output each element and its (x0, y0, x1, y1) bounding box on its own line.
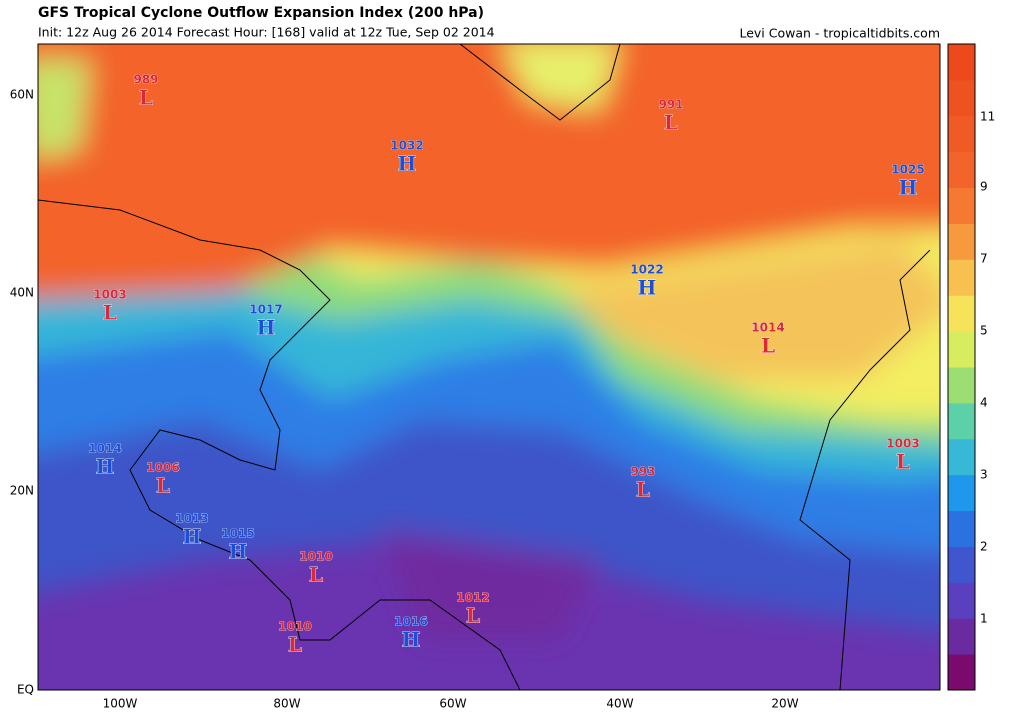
colorbar-label: 3 (980, 468, 988, 482)
colorbar-band (948, 438, 975, 476)
pressure-value: 1006 (146, 461, 179, 475)
pressure-center: H (183, 525, 202, 549)
pressure-value: 993 (630, 465, 655, 479)
pressure-value: 1012 (456, 591, 489, 605)
colorbar-band (948, 115, 975, 153)
colorbar-band (948, 618, 975, 655)
colorbar-band (948, 474, 975, 512)
pressure-center: L (636, 478, 650, 502)
colorbar-band (948, 187, 975, 224)
colorbar-band (948, 151, 975, 189)
colorbar-band (948, 295, 975, 332)
pressure-value: 1010 (278, 620, 311, 634)
pressure-value: 1003 (886, 437, 919, 451)
colorbar-label: 5 (980, 324, 988, 338)
pressure-center: H (229, 540, 248, 564)
pressure-center: H (96, 455, 115, 479)
pressure-center: L (103, 301, 117, 325)
pressure-value: 1010 (299, 550, 332, 564)
pressure-value: 991 (658, 98, 683, 112)
pressure-value: 1013 (175, 512, 208, 526)
colorbar-band (948, 44, 975, 81)
colorbar-label: 11 (980, 110, 995, 124)
lon-label: 80W (273, 697, 300, 711)
credit: Levi Cowan - tropicaltidbits.com (739, 26, 940, 41)
pressure-center: L (309, 563, 323, 587)
colorbar-band (948, 582, 975, 619)
lon-label: 100W (103, 697, 138, 711)
pressure-center: H (398, 152, 417, 176)
lon-label: 60W (439, 697, 466, 711)
pressure-value: 1014 (88, 442, 121, 456)
pressure-center: L (761, 334, 775, 358)
colorbar: 11 9 7 5 4 3 2 1 (947, 43, 995, 691)
map-frame (37, 43, 941, 691)
colorbar-band (948, 79, 975, 117)
colorbar-band (948, 510, 975, 547)
pressure-value: 1003 (93, 288, 126, 302)
map (38, 44, 940, 690)
pressure-center: H (402, 628, 421, 652)
lat-label: 40N (10, 286, 34, 300)
pressure-value: 1022 (630, 263, 663, 277)
subtitle: Init: 12z Aug 26 2014 Forecast Hour: [16… (38, 25, 495, 40)
pressure-center: L (288, 633, 302, 657)
colorbar-band (948, 402, 975, 440)
colorbar-label: 4 (980, 396, 988, 410)
colorbar-band (948, 331, 975, 368)
pressure-value: 1014 (751, 321, 784, 335)
lat-label: EQ (17, 683, 34, 697)
title: GFS Tropical Cyclone Outflow Expansion I… (38, 5, 484, 21)
pressure-center: L (664, 111, 678, 135)
pressure-center: H (899, 176, 918, 200)
colorbar-label: 9 (980, 180, 988, 194)
pressure-value: 989 (133, 73, 158, 87)
colorbar-band (948, 259, 975, 296)
pressure-center: H (257, 316, 276, 340)
pressure-center: L (156, 474, 170, 498)
colorbar-label: 7 (980, 252, 988, 266)
colorbar-band (948, 367, 975, 404)
pressure-center: L (466, 604, 480, 628)
pressure-value: 1032 (390, 139, 423, 153)
lat-label: 60N (10, 88, 34, 102)
pressure-value: 1017 (249, 303, 282, 317)
colorbar-label: 1 (980, 612, 988, 626)
colorbar-band (948, 654, 975, 691)
pressure-value: 1025 (891, 163, 924, 177)
pressure-center: L (896, 450, 910, 474)
colorbar-band (948, 223, 975, 260)
lon-label: 40W (606, 697, 633, 711)
pressure-value: 1015 (221, 527, 254, 541)
colorbar-band (948, 546, 975, 583)
lon-label: 20W (771, 697, 798, 711)
pressure-value: 1016 (394, 615, 427, 629)
pressure-center: L (139, 86, 153, 110)
pressure-center: H (638, 276, 657, 300)
colorbar-frame (947, 43, 976, 691)
lat-label: 20N (10, 484, 34, 498)
coastlines (38, 44, 931, 690)
colorbar-label: 2 (980, 540, 988, 554)
